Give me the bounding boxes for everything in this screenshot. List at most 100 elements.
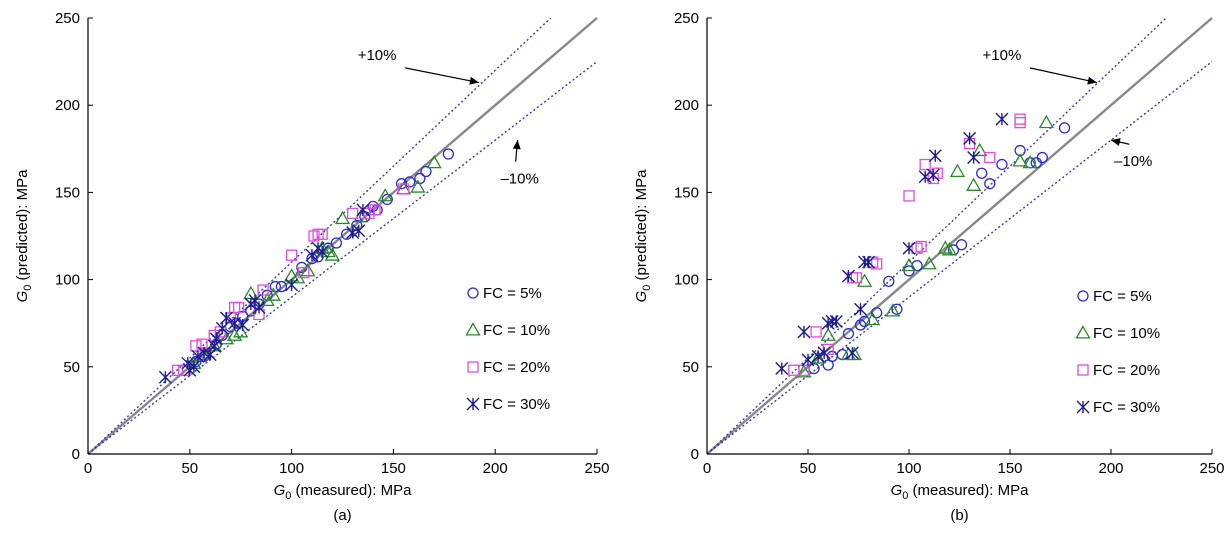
data-point: [871, 307, 883, 319]
panel-label: (b): [950, 507, 968, 524]
legend-marker: [1077, 290, 1089, 302]
x-axis-label: G0 (measured): MPa: [891, 482, 1029, 502]
x-tick-label: 250: [584, 460, 609, 477]
data-point: [158, 370, 172, 384]
legend-marker: [467, 287, 479, 299]
annotation-minus-10: –10%: [500, 171, 538, 188]
legend-marker: [1075, 325, 1091, 339]
legend-marker: [1077, 364, 1089, 376]
data-point: [963, 131, 977, 145]
data-point: [966, 177, 982, 191]
data-point: [442, 148, 455, 160]
data-point: [178, 364, 190, 376]
data-point: [363, 207, 375, 219]
data-point: [810, 326, 822, 338]
data-point: [351, 219, 363, 232]
legend-label: FC = 5%: [483, 285, 542, 302]
data-point: [404, 176, 416, 188]
series-3: [775, 112, 1009, 376]
data-point: [996, 158, 1008, 171]
data-point: [903, 190, 915, 202]
x-tick-label: 0: [84, 460, 92, 477]
x-axis-label: G0 (measured): MPa: [274, 482, 412, 502]
legend-label: FC = 30%: [483, 396, 550, 413]
data-point: [984, 151, 996, 164]
data-point: [801, 353, 815, 367]
data-point: [856, 273, 873, 287]
y-tick-label: 100: [674, 272, 699, 289]
data-point: [865, 311, 881, 326]
data-point: [316, 228, 328, 240]
data-point: [285, 278, 299, 292]
series-1: [796, 114, 1054, 378]
data-point: [308, 230, 320, 242]
data-point: [1014, 113, 1026, 125]
data-point: [190, 340, 202, 352]
reference-line-1: [706, 17, 1167, 455]
data-point: [171, 364, 184, 376]
data-point: [797, 325, 811, 339]
annotation-minus-10: –10%: [1114, 153, 1152, 170]
data-point: [265, 287, 281, 301]
data-point: [976, 167, 988, 179]
y-tick-label: 50: [63, 359, 80, 376]
legend-label: FC = 5%: [1093, 288, 1152, 305]
data-point: [810, 350, 826, 364]
x-tick-label: 100: [279, 460, 304, 477]
series-3: [158, 203, 370, 384]
x-tick-label: 250: [1199, 460, 1224, 477]
data-point: [420, 165, 432, 178]
x-tick-label: 200: [483, 460, 508, 477]
annotation-plus-10: +10%: [983, 47, 1022, 64]
x-tick-label: 150: [381, 460, 406, 477]
data-point: [788, 364, 800, 376]
legend-label: FC = 10%: [483, 322, 550, 339]
y-tick-label: 0: [691, 446, 699, 463]
legend-marker: [466, 397, 480, 411]
data-point: [252, 301, 266, 314]
data-point: [775, 362, 789, 376]
data-point: [995, 112, 1009, 126]
data-point: [798, 364, 810, 376]
data-point: [187, 360, 201, 374]
data-point: [891, 303, 903, 315]
data-point: [811, 349, 825, 363]
y-tick-label: 200: [55, 97, 80, 114]
x-tick-label: 50: [181, 460, 198, 477]
data-point: [426, 154, 442, 169]
chart-panel-b: 0 50 100 150 200 250 0 50 100 150 200 250 G0 (measur…: [633, 10, 1225, 524]
data-point: [919, 158, 931, 171]
data-point: [858, 315, 871, 328]
data-point: [871, 258, 883, 270]
reference-line-2: [706, 61, 1213, 455]
data-point: [902, 241, 916, 255]
data-point: [1036, 151, 1048, 164]
data-point: [928, 149, 942, 163]
arrow-head: [1111, 138, 1121, 146]
data-point: [367, 200, 379, 213]
data-point: [298, 266, 310, 279]
x-tick-label: 0: [703, 460, 711, 477]
x-tick-label: 200: [1098, 460, 1123, 477]
data-point: [901, 257, 917, 272]
x-tick-label: 100: [896, 460, 921, 477]
data-point: [972, 142, 988, 157]
x-tick-label: 150: [997, 460, 1022, 477]
y-tick-label: 0: [72, 446, 80, 463]
legend-marker: [1076, 400, 1090, 414]
panel-label: (a): [333, 507, 351, 524]
data-point: [1038, 114, 1054, 129]
y-tick-label: 150: [55, 184, 80, 201]
arrow-head: [469, 76, 479, 85]
y-tick-label: 150: [674, 184, 699, 201]
data-point: [1022, 154, 1038, 169]
data-point: [377, 188, 393, 202]
data-point: [845, 346, 859, 360]
data-point: [915, 240, 927, 253]
data-point: [330, 237, 343, 249]
data-point: [926, 168, 940, 182]
data-point: [228, 316, 242, 330]
legend-label: FC = 20%: [1093, 362, 1160, 379]
y-axis-label: G0 (predicted): MPa: [14, 169, 34, 302]
legend: FC = 5% FC = 10% FC = 20% FC = 30%: [1075, 288, 1160, 416]
